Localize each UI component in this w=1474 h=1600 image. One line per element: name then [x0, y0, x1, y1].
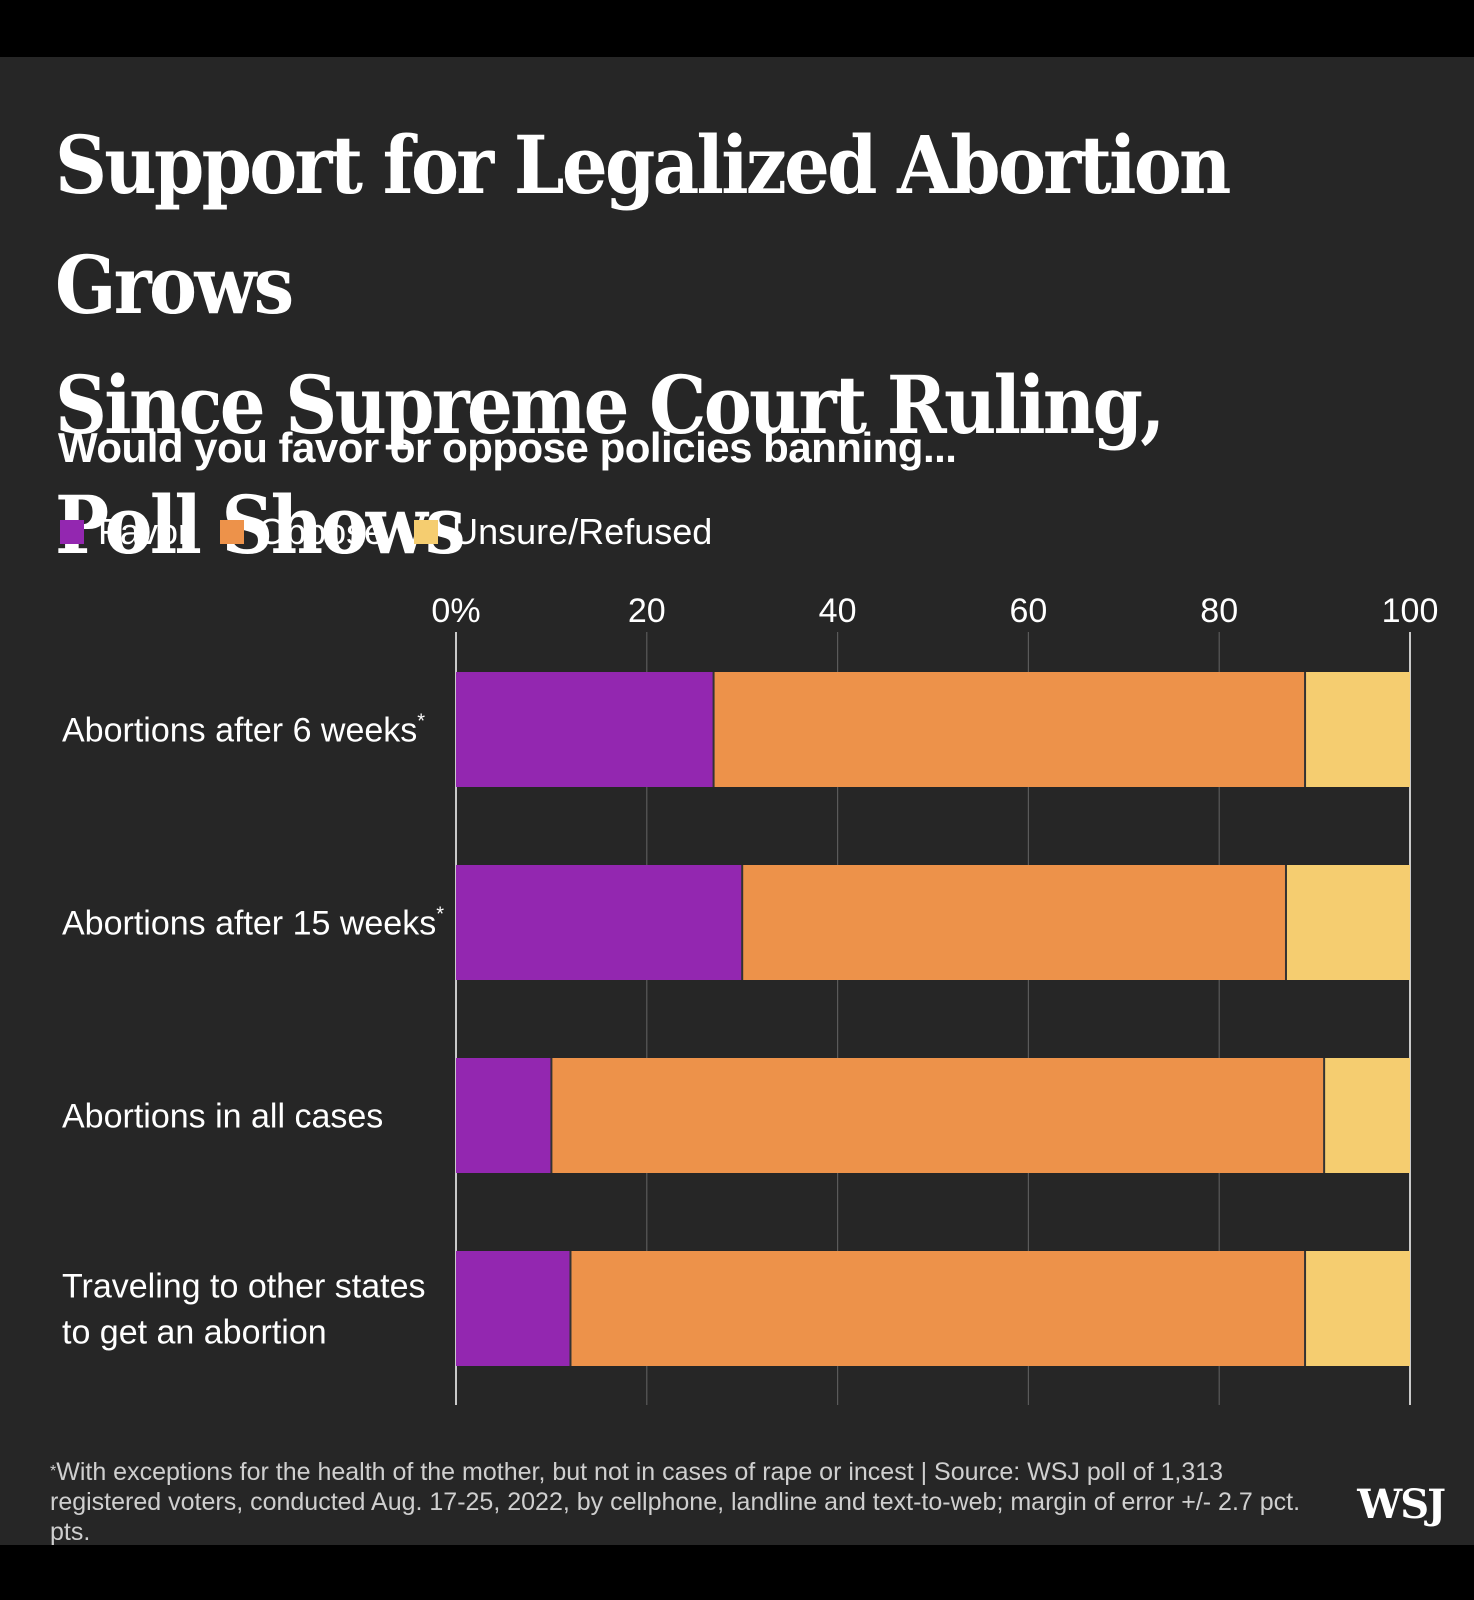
- x-tick-label-40: 40: [819, 592, 857, 630]
- bar-unsure-row-1: [1305, 672, 1410, 787]
- legend-label-oppose: Oppose: [258, 511, 385, 552]
- category-footnote-marker-row-2: *: [436, 904, 444, 926]
- x-tick-label-0: 0%: [431, 592, 480, 630]
- bar-favor-row-3: [456, 1058, 552, 1173]
- category-label-row-3: Abortions in all cases: [62, 1098, 383, 1136]
- bar-favor-row-1: [456, 672, 714, 787]
- category-label-row-1: Abortions after 6 weeks*: [62, 711, 425, 750]
- footnote-marker: *: [50, 1463, 57, 1480]
- legend-item-unsure: Unsure/Refused: [414, 511, 712, 553]
- x-tick-label-60: 60: [1009, 592, 1047, 630]
- legend-item-oppose: Oppose: [220, 511, 384, 553]
- x-tick-label-20: 20: [628, 592, 666, 630]
- bar-favor-row-2: [456, 865, 743, 980]
- legend: Favor Oppose Unsure/Refused: [60, 507, 742, 557]
- chart-title: Support for Legalized Abortion Grows Sin…: [55, 105, 1315, 585]
- title-line-1: Support for Legalized Abortion Grows: [55, 118, 1231, 332]
- bar-oppose-row-3: [551, 1058, 1325, 1173]
- x-tick-label-100: 100: [1382, 592, 1439, 630]
- footnote-text: With exceptions for the health of the mo…: [50, 1458, 1301, 1546]
- legend-item-favor: Favor: [60, 511, 190, 553]
- chart-subtitle: Would you favor or oppose policies banni…: [58, 424, 957, 471]
- bar-unsure-row-4: [1305, 1251, 1410, 1366]
- category-label-row-4-line-2: to get an abortion: [62, 1314, 327, 1352]
- category-footnote-marker-row-1: *: [417, 711, 425, 733]
- bar-oppose-row-2: [742, 865, 1286, 980]
- category-label-row-2: Abortions after 15 weeks*: [62, 904, 444, 943]
- legend-label-unsure: Unsure/Refused: [452, 511, 713, 552]
- legend-swatch-unsure: [414, 520, 439, 544]
- legend-swatch-oppose: [220, 520, 245, 544]
- bar-unsure-row-2: [1285, 865, 1410, 980]
- title-line-2: Since Supreme Court Ruling, Poll Shows: [55, 358, 1165, 572]
- footnote: *With exceptions for the health of the m…: [50, 1457, 1340, 1547]
- legend-label-favor: Favor: [98, 511, 191, 552]
- bar-favor-row-4: [456, 1251, 571, 1366]
- bar-unsure-row-3: [1324, 1058, 1410, 1173]
- bar-oppose-row-4: [570, 1251, 1306, 1366]
- legend-swatch-favor: [60, 520, 84, 544]
- x-tick-label-80: 80: [1200, 592, 1238, 630]
- bar-oppose-row-1: [713, 672, 1306, 787]
- wsj-logo: WSJ: [1357, 1481, 1446, 1528]
- category-label-row-4-line-1: Traveling to other states: [62, 1268, 425, 1306]
